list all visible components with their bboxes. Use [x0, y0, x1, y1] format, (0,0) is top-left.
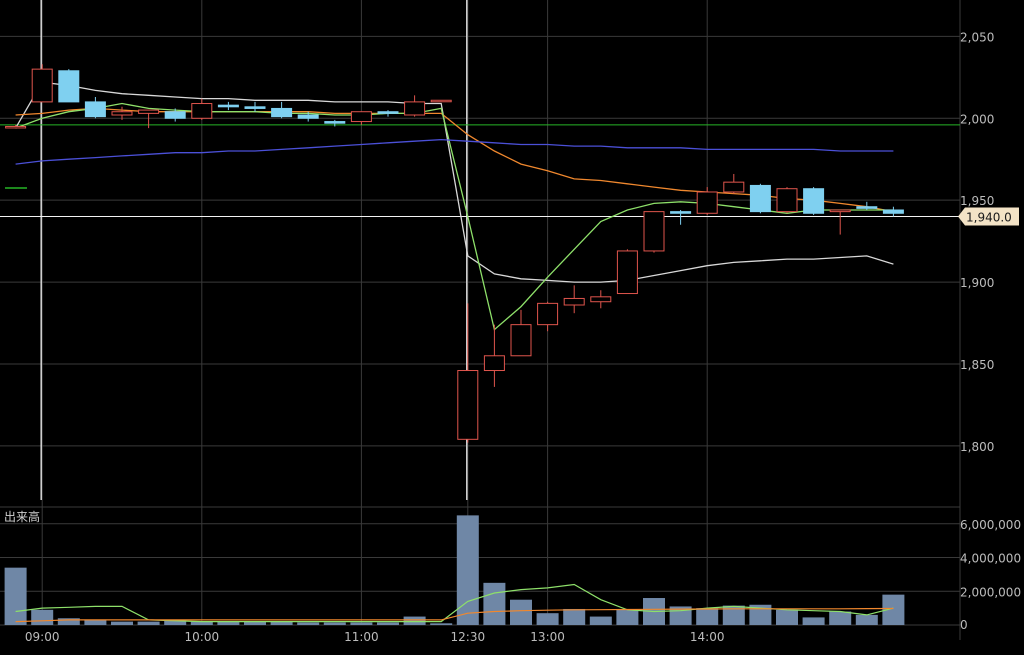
volume-bar — [563, 608, 586, 625]
current-price-tag-shape — [958, 207, 1019, 226]
volume-bar — [297, 622, 320, 625]
candle-body — [5, 125, 27, 129]
candle-body — [324, 121, 346, 124]
volume-tick-label: 4,000,000 — [960, 552, 1021, 566]
volume-bar — [377, 622, 399, 625]
volume-bar — [4, 567, 27, 625]
candle-body — [537, 302, 559, 326]
candle-body — [430, 99, 452, 103]
time-tick-label: 13:00 — [530, 630, 565, 644]
volume-bar — [430, 623, 453, 625]
volume-bar — [483, 582, 506, 625]
reference-lines — [0, 124, 960, 218]
candle-body — [377, 111, 399, 114]
grid-lines — [0, 0, 961, 640]
volume-bar — [270, 621, 293, 625]
volume-bar — [111, 621, 133, 625]
candle-body — [643, 211, 665, 252]
candle-body — [563, 297, 585, 306]
price-tick-label: 1,800 — [960, 440, 994, 454]
time-tick-label: 14:00 — [690, 630, 725, 644]
candle-body — [111, 111, 133, 116]
current-price-tag: 1,940.0 — [958, 207, 1019, 226]
price-tick-label: 1,950 — [960, 194, 994, 208]
volume-bar — [510, 599, 532, 625]
candle-body — [271, 107, 293, 118]
volume-tick-label: 0 — [960, 618, 968, 632]
candle-body — [350, 111, 372, 123]
price-tick-label: 2,000 — [960, 112, 994, 126]
volume-bars — [4, 515, 905, 625]
volume-bar — [456, 515, 479, 625]
candle-body — [244, 106, 266, 109]
volume-moving-averages — [15, 583, 894, 623]
volume-bar — [57, 618, 80, 625]
volume-bar — [536, 613, 559, 625]
volume-bar — [350, 622, 373, 625]
volume-bar — [244, 621, 266, 625]
candlesticks — [5, 64, 904, 443]
candle-body — [297, 114, 319, 119]
volume-bar — [323, 622, 346, 625]
moving-average-line — [15, 102, 894, 331]
candle-body — [616, 250, 638, 295]
candle-body — [590, 296, 612, 303]
volume-bar — [855, 614, 878, 625]
candle-body — [84, 101, 106, 118]
price-tick-label: 2,050 — [960, 30, 994, 44]
candle-body — [829, 209, 851, 213]
volume-bar — [616, 609, 639, 625]
time-tick-label: 12:30 — [451, 630, 486, 644]
candle-body — [856, 206, 878, 209]
candle-body — [696, 191, 718, 214]
price-moving-averages — [15, 81, 894, 331]
volume-bar — [802, 617, 825, 625]
volume-title: 出来高 — [4, 509, 40, 524]
axis-labels: 1,800 1,850 1,900 1,950 2,000 2,050 2,000,000 4… — [25, 30, 1021, 644]
candle-body — [776, 188, 798, 213]
candle-body — [191, 103, 213, 119]
volume-bar — [882, 594, 905, 625]
candle-body — [749, 184, 771, 213]
volume-bar — [722, 605, 745, 625]
volume-bar — [403, 616, 426, 625]
candle-body — [670, 211, 692, 214]
volume-bar — [696, 608, 719, 625]
candle-body — [723, 181, 745, 193]
candle-body — [164, 111, 186, 119]
candle-body — [138, 109, 160, 114]
moving-average-line — [15, 81, 894, 283]
candle-body — [803, 188, 825, 214]
volume-ma-line — [15, 607, 894, 623]
time-tick-label: 10:00 — [185, 630, 220, 644]
candle-body — [404, 101, 426, 116]
moving-average-line — [15, 107, 894, 213]
candle-body — [882, 209, 904, 214]
candle-body — [217, 104, 239, 108]
volume-bar — [137, 621, 160, 625]
volume-tick-label: 6,000,000 — [960, 518, 1021, 532]
volume-bar — [829, 611, 852, 625]
candle-body — [483, 355, 505, 372]
candle-body — [457, 370, 479, 440]
volume-bar — [84, 619, 107, 625]
candle-body — [58, 70, 80, 103]
volume-bar — [776, 609, 798, 625]
moving-average-line — [15, 138, 894, 165]
volume-bar — [164, 620, 187, 625]
current-price-label: 1,940.0 — [966, 211, 1012, 225]
volume-bar — [217, 621, 240, 625]
volume-bar — [190, 621, 213, 625]
price-tick-label: 1,850 — [960, 358, 994, 372]
volume-tick-label: 2,000,000 — [960, 585, 1021, 599]
volume-bar — [31, 609, 54, 625]
volume-bar — [589, 616, 612, 625]
time-tick-label: 09:00 — [25, 630, 60, 644]
price-tick-label: 1,900 — [960, 276, 994, 290]
candle-body — [31, 68, 53, 103]
time-tick-label: 11:00 — [344, 630, 379, 644]
volume-bar — [749, 604, 772, 625]
candle-body — [510, 324, 532, 357]
